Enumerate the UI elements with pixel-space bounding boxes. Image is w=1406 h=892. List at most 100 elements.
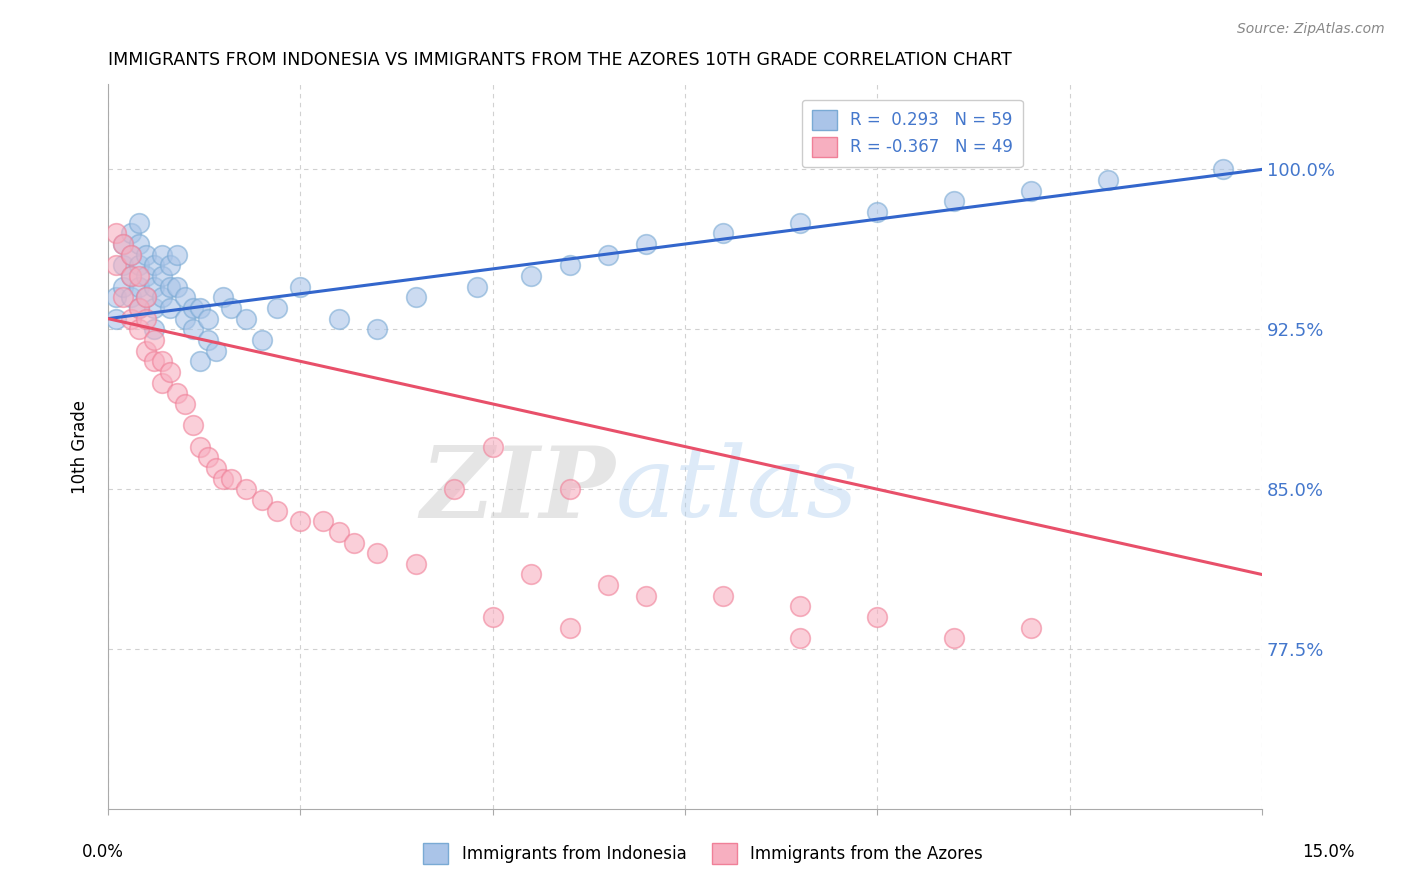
Point: [713, 589, 735, 603]
Point: [235, 482, 257, 496]
Point: [312, 514, 335, 528]
Point: [120, 290, 142, 304]
Point: [159, 279, 181, 293]
Point: [120, 248, 142, 262]
Text: Source: ZipAtlas.com: Source: ZipAtlas.com: [1237, 22, 1385, 37]
Point: [212, 471, 235, 485]
Point: [197, 333, 219, 347]
Point: [143, 301, 166, 315]
Point: [150, 376, 173, 390]
Point: [120, 227, 142, 241]
Point: [405, 290, 427, 304]
Point: [112, 290, 135, 304]
Point: [558, 258, 581, 272]
Point: [104, 290, 127, 304]
Legend: R =  0.293   N = 59, R = -0.367   N = 49: R = 0.293 N = 59, R = -0.367 N = 49: [801, 100, 1022, 167]
Point: [250, 492, 273, 507]
Point: [481, 440, 503, 454]
Point: [328, 524, 350, 539]
Point: [188, 301, 211, 315]
Point: [128, 268, 150, 283]
Point: [135, 248, 157, 262]
Point: [150, 268, 173, 283]
Text: 15.0%: 15.0%: [1302, 843, 1355, 861]
Point: [520, 567, 543, 582]
Point: [143, 279, 166, 293]
Point: [943, 194, 966, 209]
Point: [128, 322, 150, 336]
Point: [150, 354, 173, 368]
Point: [866, 205, 889, 219]
Point: [197, 311, 219, 326]
Text: 0.0%: 0.0%: [82, 843, 124, 861]
Y-axis label: 10th Grade: 10th Grade: [72, 400, 89, 493]
Point: [150, 290, 173, 304]
Text: IMMIGRANTS FROM INDONESIA VS IMMIGRANTS FROM THE AZORES 10TH GRADE CORRELATION C: IMMIGRANTS FROM INDONESIA VS IMMIGRANTS …: [108, 51, 1012, 69]
Point: [636, 237, 658, 252]
Point: [128, 216, 150, 230]
Point: [174, 311, 197, 326]
Point: [789, 216, 811, 230]
Text: ZIP: ZIP: [420, 442, 616, 538]
Point: [1019, 621, 1042, 635]
Point: [104, 258, 127, 272]
Point: [128, 301, 150, 315]
Point: [159, 301, 181, 315]
Point: [181, 418, 204, 433]
Point: [104, 227, 127, 241]
Point: [166, 279, 188, 293]
Point: [188, 354, 211, 368]
Point: [235, 311, 257, 326]
Point: [212, 290, 235, 304]
Point: [1097, 173, 1119, 187]
Point: [266, 301, 288, 315]
Point: [143, 354, 166, 368]
Point: [866, 610, 889, 624]
Point: [174, 397, 197, 411]
Point: [188, 440, 211, 454]
Point: [120, 268, 142, 283]
Point: [558, 621, 581, 635]
Point: [143, 333, 166, 347]
Point: [166, 248, 188, 262]
Point: [181, 322, 204, 336]
Point: [128, 301, 150, 315]
Point: [128, 237, 150, 252]
Point: [405, 557, 427, 571]
Point: [219, 471, 242, 485]
Point: [596, 578, 619, 592]
Point: [120, 311, 142, 326]
Point: [159, 258, 181, 272]
Point: [166, 386, 188, 401]
Point: [135, 311, 157, 326]
Point: [135, 290, 157, 304]
Point: [636, 589, 658, 603]
Point: [204, 343, 226, 358]
Point: [596, 248, 619, 262]
Point: [789, 599, 811, 614]
Point: [120, 268, 142, 283]
Point: [112, 258, 135, 272]
Point: [135, 268, 157, 283]
Point: [112, 237, 135, 252]
Legend: Immigrants from Indonesia, Immigrants from the Azores: Immigrants from Indonesia, Immigrants fr…: [416, 837, 990, 871]
Point: [112, 237, 135, 252]
Point: [143, 322, 166, 336]
Point: [250, 333, 273, 347]
Point: [128, 258, 150, 272]
Point: [128, 279, 150, 293]
Point: [112, 279, 135, 293]
Point: [465, 279, 488, 293]
Point: [143, 258, 166, 272]
Point: [443, 482, 465, 496]
Point: [150, 248, 173, 262]
Point: [120, 248, 142, 262]
Point: [943, 632, 966, 646]
Point: [1212, 162, 1234, 177]
Point: [789, 632, 811, 646]
Point: [174, 290, 197, 304]
Point: [135, 343, 157, 358]
Point: [366, 546, 388, 560]
Point: [558, 482, 581, 496]
Point: [366, 322, 388, 336]
